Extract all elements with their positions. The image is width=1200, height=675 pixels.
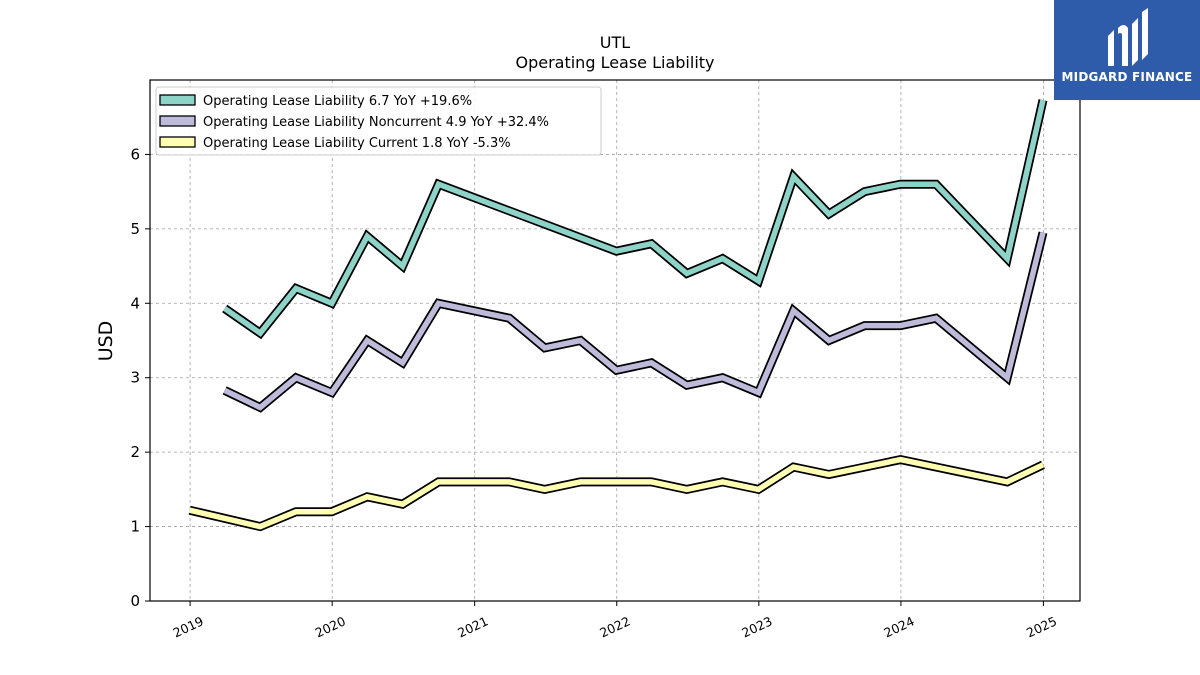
midgard-logo-icon: [1108, 8, 1148, 66]
x-tick-label: 2025: [1024, 613, 1059, 640]
logo-text: MIDGARD FINANCE: [1061, 70, 1193, 84]
x-tick-label: 2024: [881, 613, 916, 640]
legend-entry: Operating Lease Liability 6.7 YoY +19.6%: [203, 94, 472, 109]
y-tick-label: 0: [130, 592, 140, 610]
logo: MIDGARD FINANCE: [1054, 0, 1200, 100]
legend-entry: Operating Lease Liability Current 1.8 Yo…: [203, 136, 511, 151]
x-tick-label: 2023: [739, 613, 774, 640]
x-axis: 2019 2020 2021 2022 2023 2024 2025: [171, 601, 1059, 640]
series-line: [223, 231, 1046, 411]
plot-frame: [149, 79, 1081, 602]
y-tick-label: 4: [130, 294, 140, 312]
series-line-outline: [188, 455, 1045, 532]
legend: Operating Lease Liability 6.7 YoY +19.6%…: [155, 86, 602, 156]
series-line: [189, 456, 1045, 530]
series-line: [223, 99, 1046, 337]
legend-swatch: [159, 115, 196, 127]
y-tick-label: 2: [130, 443, 140, 461]
y-axis-label: USD: [95, 321, 117, 362]
y-tick-label: 5: [130, 220, 140, 238]
y-tick-label: 3: [130, 369, 140, 387]
chart-subtitle: Operating Lease Liability: [515, 53, 714, 72]
y-axis: 0 1 2 3 4 5 6: [130, 145, 150, 610]
legend-swatch: [159, 136, 196, 148]
x-tick-label: 2021: [455, 613, 490, 640]
chart-title: UTL: [600, 33, 630, 52]
y-tick-label: 6: [130, 145, 140, 163]
grid: [150, 80, 1080, 602]
legend-entry: Operating Lease Liability Noncurrent 4.9…: [203, 115, 549, 130]
series-layer: [188, 99, 1048, 532]
legend-swatch: [159, 94, 196, 106]
x-tick-label: 2022: [597, 613, 632, 640]
y-tick-label: 1: [130, 518, 140, 536]
x-tick-label: 2020: [313, 613, 348, 640]
x-tick-label: 2019: [171, 613, 206, 640]
legend-box: [155, 86, 602, 156]
